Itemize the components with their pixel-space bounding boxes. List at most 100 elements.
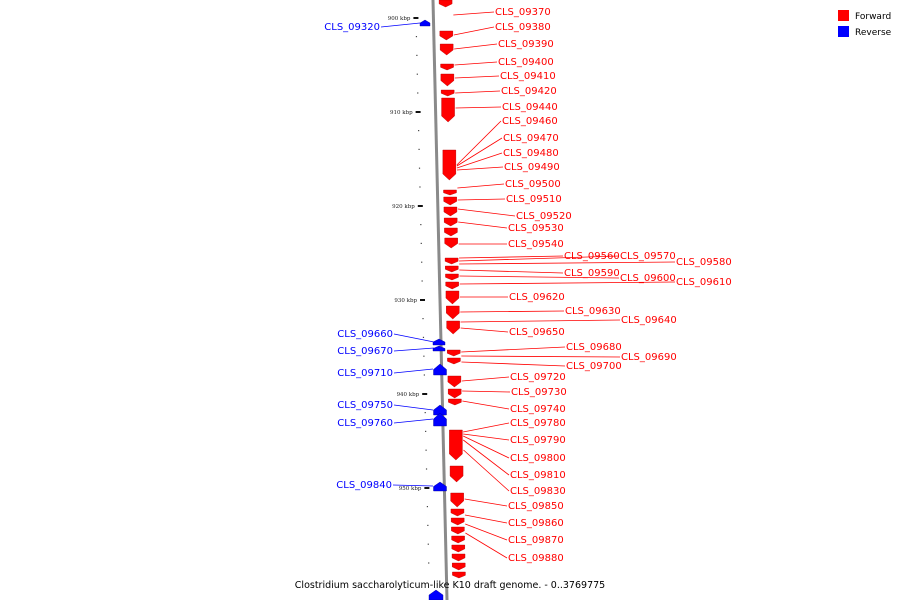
gene-label-cls-09660[interactable]: CLS_09660 [337, 329, 393, 340]
gene-label-cls-09400[interactable]: CLS_09400 [498, 57, 554, 68]
forward-gene-arrow[interactable] [443, 206, 458, 217]
gene-label-cls-09380[interactable]: CLS_09380 [495, 22, 551, 33]
forward-gene-arrow[interactable] [445, 290, 460, 305]
gene-label-cls-09790[interactable]: CLS_09790 [510, 435, 566, 446]
gene-label-cls-09480[interactable]: CLS_09480 [503, 148, 559, 159]
forward-gene-arrow[interactable] [445, 273, 459, 281]
legend: Forward Reverse [838, 10, 892, 38]
gene-label-cls-09420[interactable]: CLS_09420 [501, 86, 557, 97]
forward-gene-arrow[interactable] [440, 73, 455, 87]
minor-tick [418, 167, 421, 169]
gene-labels: CLS_09370 CLS_09380 CLS_09390 CLS_09400 CLS_… [324, 7, 731, 564]
forward-gene-arrow[interactable] [452, 571, 466, 579]
gene-label-cls-09540[interactable]: CLS_09540 [508, 239, 564, 250]
forward-gene-arrow[interactable] [449, 429, 463, 461]
gene-label-cls-09580[interactable]: CLS_09580 [676, 257, 732, 268]
gene-label-cls-09670[interactable]: CLS_09670 [337, 346, 393, 357]
gene-label-cls-09620[interactable]: CLS_09620 [509, 292, 565, 303]
forward-gene-arrow[interactable] [447, 349, 461, 357]
reverse-gene-arrow[interactable] [433, 412, 447, 427]
forward-gene-arrow[interactable] [440, 89, 455, 97]
gene-label-cls-09800[interactable]: CLS_09800 [510, 453, 566, 464]
gene-label-cls-09880[interactable]: CLS_09880 [508, 553, 564, 564]
legend-item-reverse[interactable]: Reverse [838, 26, 892, 38]
gene-label-cls-09720[interactable]: CLS_09720 [510, 372, 566, 383]
forward-gene-arrow[interactable] [446, 320, 460, 335]
forward-gene-arrow[interactable] [445, 281, 459, 290]
gene-label-cls-09730[interactable]: CLS_09730 [511, 387, 567, 398]
forward-gene-arrow[interactable] [442, 149, 457, 181]
forward-gene-arrow[interactable] [447, 388, 462, 399]
reverse-gene-arrow[interactable] [433, 481, 447, 492]
gene-label-cls-09830[interactable]: CLS_09830 [510, 486, 566, 497]
gene-label-cls-09860[interactable]: CLS_09860 [508, 518, 564, 529]
gene-label-cls-09390[interactable]: CLS_09390 [498, 39, 554, 50]
gene-label-cls-09500[interactable]: CLS_09500 [505, 179, 561, 190]
gene-label-cls-09650[interactable]: CLS_09650 [509, 327, 565, 338]
forward-gene-arrow[interactable] [451, 526, 465, 535]
forward-gene-arrow[interactable] [449, 465, 464, 483]
gene-label-cls-09320[interactable]: CLS_09320 [324, 22, 380, 33]
gene-label-cls-09600[interactable]: CLS_09600 [620, 273, 676, 284]
forward-gene-arrow[interactable] [443, 196, 457, 206]
gene-label-cls-09760[interactable]: CLS_09760 [337, 418, 393, 429]
forward-gene-arrow[interactable] [439, 43, 454, 56]
gene-label-cls-09740[interactable]: CLS_09740 [510, 404, 566, 415]
leader-line [459, 275, 620, 279]
forward-gene-arrow[interactable] [444, 227, 458, 237]
gene-label-cls-09460[interactable]: CLS_09460 [502, 116, 558, 127]
gene-label-cls-09440[interactable]: CLS_09440 [502, 102, 558, 113]
gene-label-cls-09510[interactable]: CLS_09510 [506, 194, 562, 205]
gene-label-cls-09850[interactable]: CLS_09850 [508, 501, 564, 512]
forward-gene-arrow[interactable] [451, 535, 465, 544]
forward-gene-arrow[interactable] [450, 508, 465, 517]
forward-gene-arrow[interactable] [451, 553, 466, 562]
gene-label-cls-09840[interactable]: CLS_09840 [336, 480, 392, 491]
forward-gene-arrow[interactable] [444, 257, 459, 265]
gene-label-cls-09700[interactable]: CLS_09700 [566, 361, 622, 372]
gene-label-cls-09810[interactable]: CLS_09810 [510, 470, 566, 481]
forward-gene-arrow[interactable] [443, 189, 457, 196]
gene-label-cls-09630[interactable]: CLS_09630 [565, 306, 621, 317]
reverse-gene-arrow[interactable] [419, 19, 431, 27]
gene-label-cls-09870[interactable]: CLS_09870 [508, 535, 564, 546]
forward-gene-arrow[interactable] [438, 0, 453, 8]
gene-label-cls-09780[interactable]: CLS_09780 [510, 418, 566, 429]
legend-item-forward[interactable]: Forward [838, 10, 891, 22]
gene-label-cls-09370[interactable]: CLS_09370 [495, 7, 551, 18]
gene-label-cls-09570[interactable]: CLS_09570 [620, 251, 676, 262]
gene-label-cls-09710[interactable]: CLS_09710 [337, 368, 393, 379]
forward-gene-arrow[interactable] [444, 237, 458, 249]
tick-mark [422, 393, 428, 395]
forward-gene-arrow[interactable] [445, 265, 459, 273]
gene-label-cls-09690[interactable]: CLS_09690 [621, 352, 677, 363]
gene-label-cls-09590[interactable]: CLS_09590 [564, 268, 620, 279]
forward-gene-arrow[interactable] [447, 357, 461, 365]
gene-label-cls-09410[interactable]: CLS_09410 [500, 71, 556, 82]
forward-gene-arrow[interactable] [452, 562, 466, 571]
tick-mark [413, 17, 419, 19]
forward-gene-arrow[interactable] [451, 544, 465, 553]
gene-label-cls-09530[interactable]: CLS_09530 [508, 223, 564, 234]
reverse-gene-arrow[interactable] [428, 589, 444, 600]
forward-gene-arrow[interactable] [450, 517, 465, 526]
forward-gene-arrow[interactable] [439, 30, 454, 41]
reverse-gene-arrow[interactable] [433, 363, 447, 376]
forward-gene-arrow[interactable] [450, 492, 464, 508]
forward-gene-arrow[interactable] [441, 97, 455, 123]
forward-gene-arrow[interactable] [446, 305, 460, 320]
reverse-gene-arrow[interactable] [432, 338, 446, 346]
gene-label-cls-09750[interactable]: CLS_09750 [337, 400, 393, 411]
reverse-gene-arrow[interactable] [432, 345, 446, 352]
gene-label-cls-09520[interactable]: CLS_09520 [516, 211, 572, 222]
gene-label-cls-09470[interactable]: CLS_09470 [503, 133, 559, 144]
forward-gene-arrow[interactable] [443, 217, 458, 227]
gene-label-cls-09640[interactable]: CLS_09640 [621, 315, 677, 326]
forward-gene-arrow[interactable] [440, 63, 454, 71]
gene-label-cls-09610[interactable]: CLS_09610 [676, 277, 732, 288]
gene-label-cls-09680[interactable]: CLS_09680 [566, 342, 622, 353]
gene-label-cls-09490[interactable]: CLS_09490 [504, 162, 560, 173]
forward-gene-arrow[interactable] [448, 398, 462, 406]
forward-gene-arrow[interactable] [447, 375, 462, 388]
